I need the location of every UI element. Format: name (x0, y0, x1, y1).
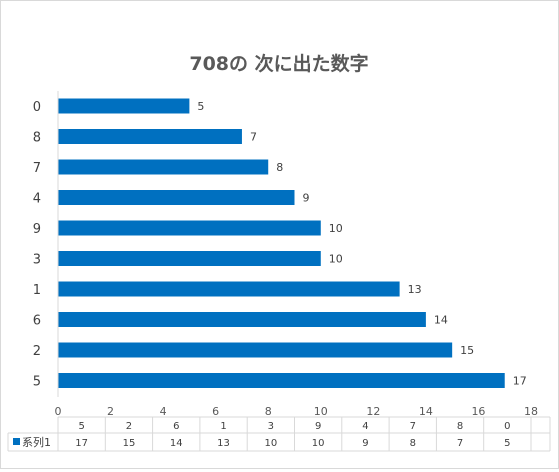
data-label: 17 (513, 375, 527, 388)
bar (58, 373, 505, 388)
category-label: 9 (33, 222, 41, 237)
chart-title: 708の 次に出た数字 (189, 52, 368, 75)
x-tick-label: 0 (55, 405, 62, 418)
data-label: 13 (408, 283, 422, 296)
x-tick-label: 18 (524, 405, 538, 418)
category-label: 1 (33, 283, 41, 298)
data-label: 5 (197, 100, 204, 113)
data-label: 10 (329, 222, 343, 235)
bar (58, 251, 321, 266)
bar (58, 281, 400, 297)
category-label: 2 (33, 344, 41, 359)
table-value-cell: 5 (504, 438, 510, 449)
x-tick-label: 2 (107, 405, 114, 418)
bar (58, 159, 269, 175)
bar (58, 342, 453, 358)
data-label: 10 (329, 253, 343, 266)
category-label: 4 (33, 192, 41, 207)
table-value-cell: 10 (312, 438, 325, 449)
x-tick-label: 16 (471, 405, 485, 418)
legend-swatch (13, 438, 20, 445)
bar (58, 220, 321, 236)
table-header-cell: 5 (78, 421, 84, 432)
table-value-cell: 15 (123, 438, 136, 449)
data-label: 9 (303, 192, 310, 205)
table-header-cell: 3 (268, 421, 274, 432)
bar (58, 312, 426, 327)
x-tick-label: 12 (366, 405, 380, 418)
x-tick-label: 6 (212, 405, 219, 418)
bar (58, 98, 190, 114)
bars-group: 0 5 8 7 7 8 4 9 9 10 3 10 1 13 6 14 2 15 5 17 (33, 98, 527, 390)
table-value-cell: 13 (217, 438, 230, 449)
table-header-cell: 9 (315, 421, 321, 432)
x-axis: 0 2 4 6 8 10 12 14 16 18 (55, 91, 538, 418)
x-tick-label: 10 (314, 405, 328, 418)
data-label: 15 (460, 344, 474, 357)
table-header-cell: 1 (220, 421, 226, 432)
data-label: 7 (250, 131, 257, 144)
x-tick-label: 4 (160, 405, 167, 418)
category-label: 5 (33, 375, 41, 390)
data-table: 5 17 2 15 6 14 1 13 3 10 9 10 4 9 7 8 8 7 0 5 系列1 (7, 416, 551, 452)
table-value-cell: 17 (75, 438, 88, 449)
table-header-cell: 0 (504, 421, 510, 432)
table-value-cell: 7 (457, 438, 463, 449)
legend-label: 系列1 (22, 435, 51, 449)
bar (58, 190, 295, 205)
table-header-cell: 2 (126, 421, 132, 432)
table-header-cell: 8 (457, 421, 463, 432)
category-label: 6 (33, 314, 41, 329)
bar (58, 129, 242, 144)
table-value-cell: 10 (264, 438, 277, 449)
x-tick-label: 14 (419, 405, 433, 418)
table-header-cell: 4 (362, 421, 368, 432)
table-header-cell: 6 (173, 421, 179, 432)
data-label: 14 (434, 314, 448, 327)
category-label: 8 (33, 131, 41, 146)
category-label: 0 (33, 100, 41, 115)
table-value-cell: 14 (170, 438, 183, 449)
table-value-cell: 9 (362, 438, 368, 449)
table-header-cell: 7 (410, 421, 416, 432)
table-value-cell: 8 (410, 438, 416, 449)
category-label: 7 (33, 161, 41, 176)
category-label: 3 (33, 253, 41, 268)
data-label: 8 (276, 161, 283, 174)
x-tick-label: 8 (265, 405, 272, 418)
